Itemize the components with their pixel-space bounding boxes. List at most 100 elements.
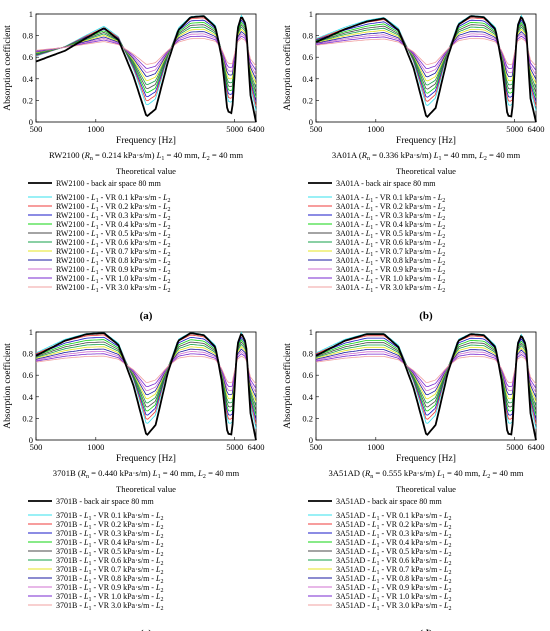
theory-series: [315, 333, 537, 441]
x-tick-label: 5000: [506, 442, 523, 452]
x-tick-label: 6400: [248, 442, 265, 452]
legend-label-8: 3A51AD - L1 - VR 0.8 kPa·s/m - L2: [336, 574, 451, 585]
legend-label-5: RW2100 - L1 - VR 0.5 kPa·s/m - L2: [56, 229, 171, 240]
legend-label-1: 3701B - L1 - VR 0.1 kPa·s/m - L2: [56, 511, 163, 522]
y-tick-label: 0.8: [22, 349, 33, 359]
y-tick-label: 0.4: [302, 392, 313, 402]
legend-label-theory: 3A51AD - back air space 80 mm: [336, 497, 443, 506]
y-tick-label: 1: [309, 327, 313, 337]
sample-info: 3A51AD (Rn = 0.555 kPa·s/m) L1 = 40 mm, …: [329, 468, 524, 480]
sample-info: 3A01A (Rn = 0.336 kPa·s/m) L1 = 40 mm, L…: [332, 150, 521, 162]
x-tick-label: 6400: [528, 442, 545, 452]
theory-series: [35, 15, 257, 123]
theoretical-caption: Theoretical value: [116, 166, 176, 176]
y-tick-label: 1: [309, 9, 313, 19]
y-tick-label: 0.6: [22, 370, 33, 380]
y-tick-label: 0.2: [22, 413, 33, 423]
legend-label-10: 3A51AD - L1 - VR 1.0 kPa·s/m - L2: [336, 592, 451, 603]
legend-label-3: 3A51AD - L1 - VR 0.3 kPa·s/m - L2: [336, 529, 451, 540]
legend-label-8: 3701B - L1 - VR 0.8 kPa·s/m - L2: [56, 574, 163, 585]
y-tick-label: 0.6: [22, 52, 33, 62]
panel-letter: (b): [419, 310, 433, 322]
x-axis-label: Frequency [Hz]: [116, 136, 176, 146]
y-tick-label: 0.8: [22, 31, 33, 41]
x-axis-label: Frequency [Hz]: [396, 454, 456, 464]
legend-label-6: 3701B - L1 - VR 0.6 kPa·s/m - L2: [56, 556, 163, 567]
legend-label-6: 3A01A - L1 - VR 0.6 kPa·s/m - L2: [336, 238, 445, 249]
panel-4: 0 0.2 0.4 0.6 0.8 1 500 1000 5000 6400 Frequency […: [282, 327, 545, 631]
legend-label-theory: 3A01A - back air space 80 mm: [336, 179, 436, 188]
legend-label-4: 3701B - L1 - VR 0.4 kPa·s/m - L2: [56, 538, 163, 549]
x-tick-label: 1000: [367, 442, 384, 452]
legend-label-11: 3701B - L1 - VR 3.0 kPa·s/m - L2: [56, 601, 163, 612]
legend-label-theory: RW2100 - back air space 80 mm: [56, 179, 162, 188]
x-axis-label: Frequency [Hz]: [396, 136, 456, 146]
legend-label-3: 3701B - L1 - VR 0.3 kPa·s/m - L2: [56, 529, 163, 540]
y-tick-label: 0.4: [22, 74, 33, 84]
legend-label-4: 3A01A - L1 - VR 0.4 kPa·s/m - L2: [336, 220, 445, 231]
x-tick-label: 500: [30, 442, 43, 452]
legend-label-7: RW2100 - L1 - VR 0.7 kPa·s/m - L2: [56, 247, 171, 258]
legend-label-10: 3A01A - L1 - VR 1.0 kPa·s/m - L2: [336, 274, 445, 285]
y-tick-label: 1: [29, 327, 33, 337]
x-tick-label: 1000: [87, 124, 104, 134]
y-tick-label: 0: [29, 117, 33, 127]
legend-label-3: RW2100 - L1 - VR 0.3 kPa·s/m - L2: [56, 211, 171, 222]
x-tick-label: 5000: [226, 124, 243, 134]
legend-label-8: 3A01A - L1 - VR 0.8 kPa·s/m - L2: [336, 256, 445, 267]
legend-label-8: RW2100 - L1 - VR 0.8 kPa·s/m - L2: [56, 256, 171, 267]
panel-letter: (c): [140, 628, 153, 631]
sample-info: RW2100 (Rn = 0.214 kPa·s/m) L1 = 40 mm, …: [49, 150, 243, 162]
panel-1: 0 0.2 0.4 0.6 0.8 1 500 1000 5000 6400 Frequency […: [2, 9, 265, 322]
x-tick-label: 500: [310, 442, 323, 452]
theoretical-caption: Theoretical value: [396, 484, 456, 494]
y-tick-label: 1: [29, 9, 33, 19]
legend-label-11: 3A01A - L1 - VR 3.0 kPa·s/m - L2: [336, 283, 445, 294]
y-tick-label: 0.8: [302, 349, 313, 359]
legend-label-theory: 3701B - back air space 80 mm: [56, 497, 155, 506]
y-tick-label: 0.6: [302, 52, 313, 62]
theoretical-caption: Theoretical value: [116, 484, 176, 494]
panel-2: 0 0.2 0.4 0.6 0.8 1 500 1000 5000 6400 Frequency […: [282, 9, 545, 322]
legend-label-3: 3A01A - L1 - VR 0.3 kPa·s/m - L2: [336, 211, 445, 222]
legend-label-9: 3A01A - L1 - VR 0.9 kPa·s/m - L2: [336, 265, 445, 276]
legend-label-9: 3701B - L1 - VR 0.9 kPa·s/m - L2: [56, 583, 163, 594]
x-tick-label: 6400: [248, 124, 265, 134]
legend-label-1: 3A01A - L1 - VR 0.1 kPa·s/m - L2: [336, 193, 445, 204]
legend-label-5: 3A51AD - L1 - VR 0.5 kPa·s/m - L2: [336, 547, 451, 558]
legend-label-11: 3A51AD - L1 - VR 3.0 kPa·s/m - L2: [336, 601, 451, 612]
theory-series: [35, 332, 257, 441]
x-tick-label: 500: [310, 124, 323, 134]
legend-label-7: 3701B - L1 - VR 0.7 kPa·s/m - L2: [56, 565, 163, 576]
x-tick-label: 5000: [226, 442, 243, 452]
legend-label-5: 3A01A - L1 - VR 0.5 kPa·s/m - L2: [336, 229, 445, 240]
y-axis-label: Absorption coefficient: [2, 25, 13, 111]
panel-letter: (d): [419, 628, 433, 631]
theory-series: [315, 15, 537, 123]
legend-label-7: 3A01A - L1 - VR 0.7 kPa·s/m - L2: [336, 247, 445, 258]
sample-info: 3701B (Rn = 0.440 kPa·s/m) L1 = 40 mm, L…: [53, 468, 240, 480]
legend-label-6: RW2100 - L1 - VR 0.6 kPa·s/m - L2: [56, 238, 171, 249]
legend-label-2: 3A01A - L1 - VR 0.2 kPa·s/m - L2: [336, 202, 445, 213]
legend-label-4: RW2100 - L1 - VR 0.4 kPa·s/m - L2: [56, 220, 171, 231]
legend-label-7: 3A51AD - L1 - VR 0.7 kPa·s/m - L2: [336, 565, 451, 576]
x-tick-label: 500: [30, 124, 43, 134]
y-tick-label: 0.2: [302, 413, 313, 423]
legend-label-5: 3701B - L1 - VR 0.5 kPa·s/m - L2: [56, 547, 163, 558]
legend-label-2: 3A51AD - L1 - VR 0.2 kPa·s/m - L2: [336, 520, 451, 531]
x-tick-label: 6400: [528, 124, 545, 134]
y-axis-label: Absorption coefficient: [2, 343, 13, 429]
legend-label-9: RW2100 - L1 - VR 0.9 kPa·s/m - L2: [56, 265, 171, 276]
y-tick-label: 0.4: [22, 392, 33, 402]
y-tick-label: 0.2: [22, 95, 33, 105]
y-tick-label: 0.6: [302, 370, 313, 380]
y-tick-label: 0: [309, 435, 313, 445]
x-axis-label: Frequency [Hz]: [116, 454, 176, 464]
legend-label-1: RW2100 - L1 - VR 0.1 kPa·s/m - L2: [56, 193, 171, 204]
x-tick-label: 1000: [367, 124, 384, 134]
legend-label-2: 3701B - L1 - VR 0.2 kPa·s/m - L2: [56, 520, 163, 531]
y-tick-label: 0.2: [302, 95, 313, 105]
legend-label-10: 3701B - L1 - VR 1.0 kPa·s/m - L2: [56, 592, 163, 603]
y-tick-label: 0: [29, 435, 33, 445]
